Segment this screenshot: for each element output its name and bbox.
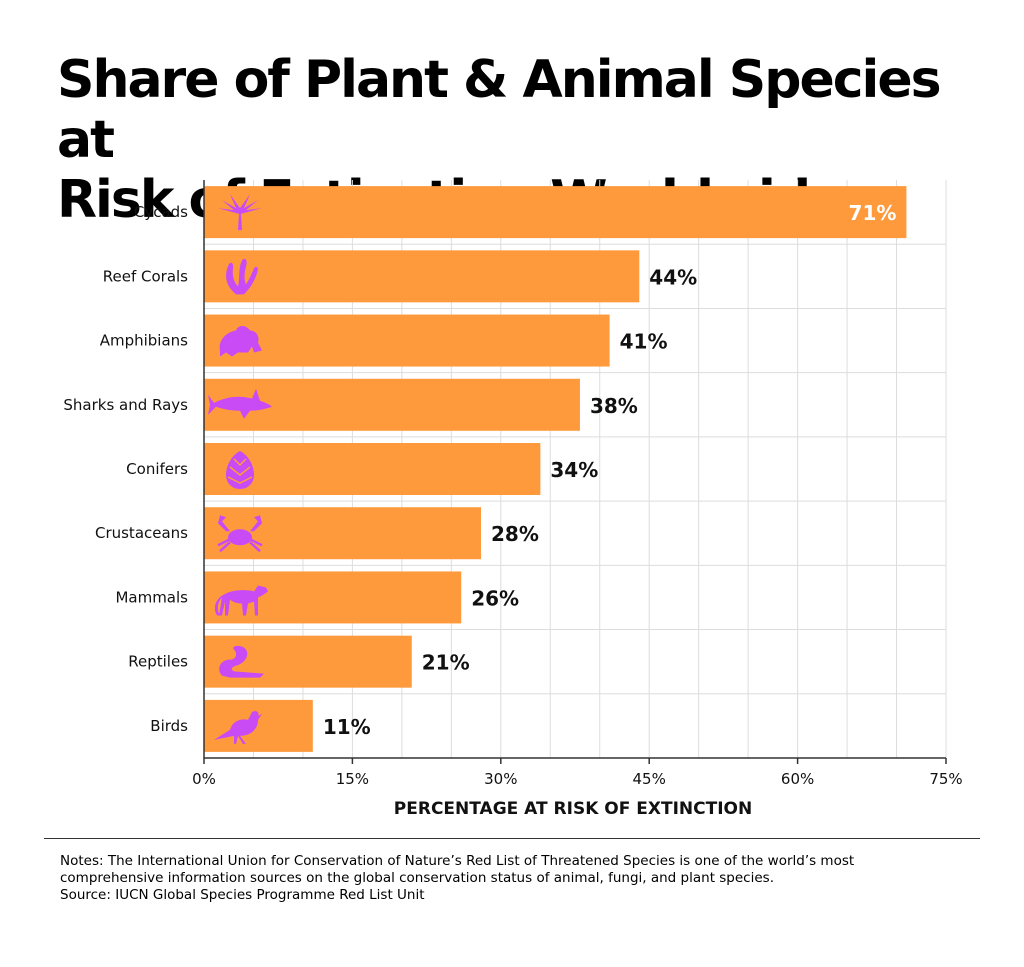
data-label: 71% [849, 201, 897, 225]
x-axis-label: PERCENTAGE AT RISK OF EXTINCTION [394, 799, 752, 819]
data-label: 41% [620, 330, 668, 354]
pinecone-icon [226, 451, 254, 489]
x-tick-label: 60% [781, 770, 814, 788]
data-label: 26% [471, 586, 519, 610]
bird-icon [214, 711, 262, 744]
data-label: 34% [550, 458, 598, 482]
x-tick-label: 45% [633, 770, 666, 788]
data-label: 44% [649, 265, 697, 289]
source-text: Source: IUCN Global Species Programme Re… [60, 887, 425, 903]
data-label: 21% [422, 651, 470, 675]
snake-icon [219, 645, 264, 678]
bar-chart: Cycads 71% Reef Corals 44% Amphibians 41% Shar… [63, 180, 963, 819]
bar [204, 443, 541, 495]
chart-title-line-1: Share of Plant & Animal Species at [57, 50, 942, 170]
data-label: 28% [491, 522, 539, 546]
cycad-icon [218, 194, 262, 231]
bar [204, 250, 640, 303]
category-label: Birds [150, 717, 188, 735]
category-label: Amphibians [100, 332, 188, 350]
divider-line [44, 838, 980, 839]
bar [204, 186, 907, 239]
bar [204, 314, 610, 367]
notes-text: Notes: The International Union for Conse… [60, 853, 859, 886]
category-label: Cycads [134, 203, 188, 221]
cheetah-icon [214, 585, 268, 616]
frog-icon [219, 326, 262, 357]
x-tick-label: 75% [929, 770, 962, 788]
shark-icon [208, 388, 272, 419]
coral-icon [226, 258, 258, 295]
category-label: Reef Corals [103, 267, 188, 285]
x-tick-label: 15% [336, 770, 369, 788]
x-tick-label: 0% [192, 770, 216, 788]
category-label: Crustaceans [95, 524, 188, 542]
category-label: Sharks and Rays [63, 396, 188, 414]
bar [204, 699, 313, 752]
category-label: Reptiles [128, 653, 188, 671]
category-label: Conifers [126, 460, 188, 478]
notes-block: Notes: The International Union for Conse… [60, 853, 960, 904]
category-label: Mammals [115, 588, 188, 606]
x-tick-label: 30% [484, 770, 517, 788]
crab-icon [217, 515, 263, 553]
data-label: 38% [590, 394, 638, 418]
data-label: 11% [323, 715, 371, 739]
